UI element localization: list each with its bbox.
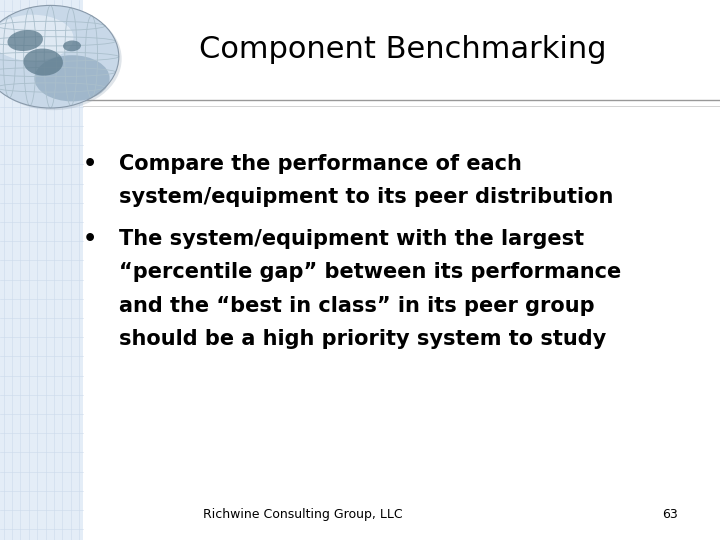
Ellipse shape: [7, 30, 43, 51]
Text: 63: 63: [662, 508, 678, 521]
Circle shape: [0, 8, 122, 110]
Ellipse shape: [24, 49, 63, 76]
Text: •: •: [83, 154, 97, 174]
Text: and the “best in class” in its peer group: and the “best in class” in its peer grou…: [119, 296, 595, 316]
Ellipse shape: [63, 40, 81, 51]
Ellipse shape: [0, 15, 73, 61]
Ellipse shape: [35, 55, 109, 102]
Text: The system/equipment with the largest: The system/equipment with the largest: [119, 229, 584, 249]
Text: •: •: [83, 229, 97, 249]
Circle shape: [0, 5, 119, 108]
Text: should be a high priority system to study: should be a high priority system to stud…: [119, 329, 606, 349]
Text: system/equipment to its peer distribution: system/equipment to its peer distributio…: [119, 187, 613, 207]
Text: Compare the performance of each: Compare the performance of each: [119, 154, 522, 174]
Text: Richwine Consulting Group, LLC: Richwine Consulting Group, LLC: [202, 508, 402, 521]
Text: Component Benchmarking: Component Benchmarking: [199, 35, 607, 64]
FancyBboxPatch shape: [0, 0, 83, 540]
Text: “percentile gap” between its performance: “percentile gap” between its performance: [119, 262, 621, 282]
